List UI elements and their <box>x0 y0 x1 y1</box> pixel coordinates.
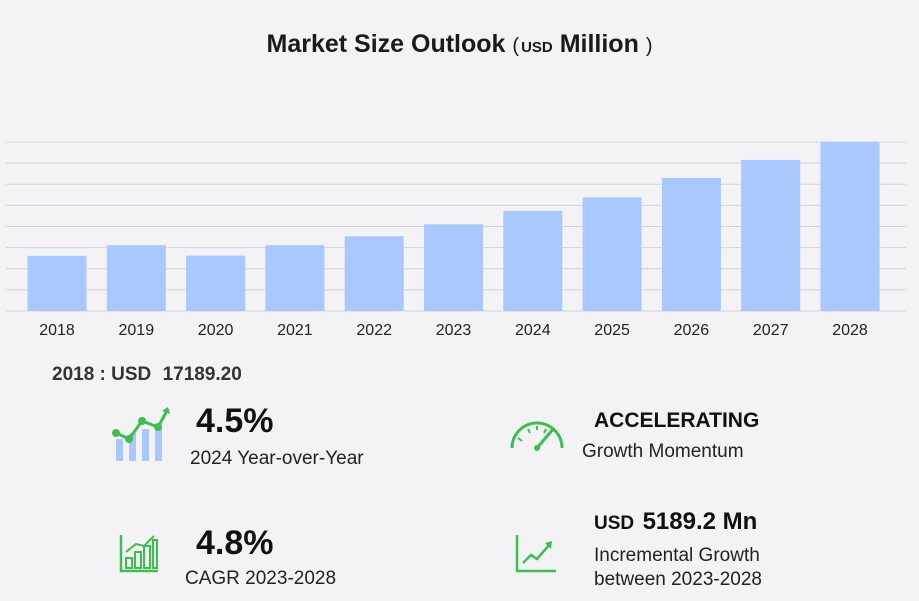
chart-title: Market Size Outlook (USD Million ) <box>0 30 919 59</box>
x-tick-label: 2021 <box>277 322 313 339</box>
unit-scale: Million <box>559 30 639 58</box>
paren-open: ( <box>512 35 520 57</box>
baseline-value: 2018 : USD 17189.20 <box>52 364 242 386</box>
x-tick-label: 2027 <box>753 322 789 339</box>
incremental-stat: USD 5189.2 Mn <box>594 508 757 536</box>
yoy-label-wrap: 2024 Year-over-Year <box>190 448 364 470</box>
incremental-label-2: between 2023-2028 <box>594 569 762 590</box>
speedometer-icon <box>510 421 564 451</box>
incremental-currency: USD <box>594 513 635 534</box>
x-tick-label: 2023 <box>436 322 472 339</box>
incremental-label-wrap: Incremental Growth between 2023-2028 <box>594 545 762 591</box>
yoy-stat: 4.5% <box>196 402 274 441</box>
growth-chart-icon <box>112 407 170 461</box>
bar-2028 <box>820 142 880 311</box>
title-text: Market Size Outlook <box>266 30 506 58</box>
baseline-label: 2018 : USD <box>52 364 152 385</box>
momentum-stat: ACCELERATING <box>594 409 759 433</box>
yoy-label: 2024 Year-over-Year <box>190 448 364 469</box>
trend-line-icon <box>515 535 556 573</box>
x-tick-label: 2019 <box>119 322 155 339</box>
bar-2021 <box>265 245 325 311</box>
momentum-label: Growth Momentum <box>582 441 744 462</box>
x-tick-label: 2026 <box>674 322 710 339</box>
x-tick-label: 2028 <box>832 322 868 339</box>
bar-2024 <box>503 210 563 311</box>
incremental-label-1: Incremental Growth <box>594 545 760 566</box>
bar-2018 <box>27 255 87 311</box>
paren-close: ) <box>645 35 653 57</box>
x-tick-label: 2025 <box>594 322 630 339</box>
momentum-label-wrap: Growth Momentum <box>582 441 744 463</box>
unit-currency: USD <box>521 39 553 56</box>
bar-2022 <box>344 236 404 311</box>
cagr-stat: 4.8% <box>196 524 274 563</box>
bar-2025 <box>582 197 642 311</box>
bar-chart-icon <box>119 535 158 573</box>
baseline-number: 17189.20 <box>162 364 242 385</box>
momentum-value: ACCELERATING <box>594 409 760 432</box>
x-tick-label: 2018 <box>39 322 75 339</box>
bar-chart: 2018 2019 2020 2021 2022 2023 2024 2025 2026 2027… <box>6 141 906 339</box>
x-tick-label: 2022 <box>356 322 392 339</box>
cagr-label-wrap: CAGR 2023-2028 <box>185 568 336 590</box>
bar-2023 <box>424 224 483 311</box>
bar-2020 <box>186 255 246 311</box>
cagr-label: CAGR 2023-2028 <box>185 568 337 589</box>
incremental-value: 5189.2 Mn <box>642 508 758 535</box>
x-tick-label: 2024 <box>515 322 551 339</box>
cagr-value: 4.8% <box>196 524 274 562</box>
bar-2027 <box>741 159 801 311</box>
yoy-value: 4.5% <box>196 402 274 440</box>
bar-2026 <box>661 177 721 311</box>
bar-2019 <box>106 245 166 311</box>
x-tick-label: 2020 <box>198 322 234 339</box>
